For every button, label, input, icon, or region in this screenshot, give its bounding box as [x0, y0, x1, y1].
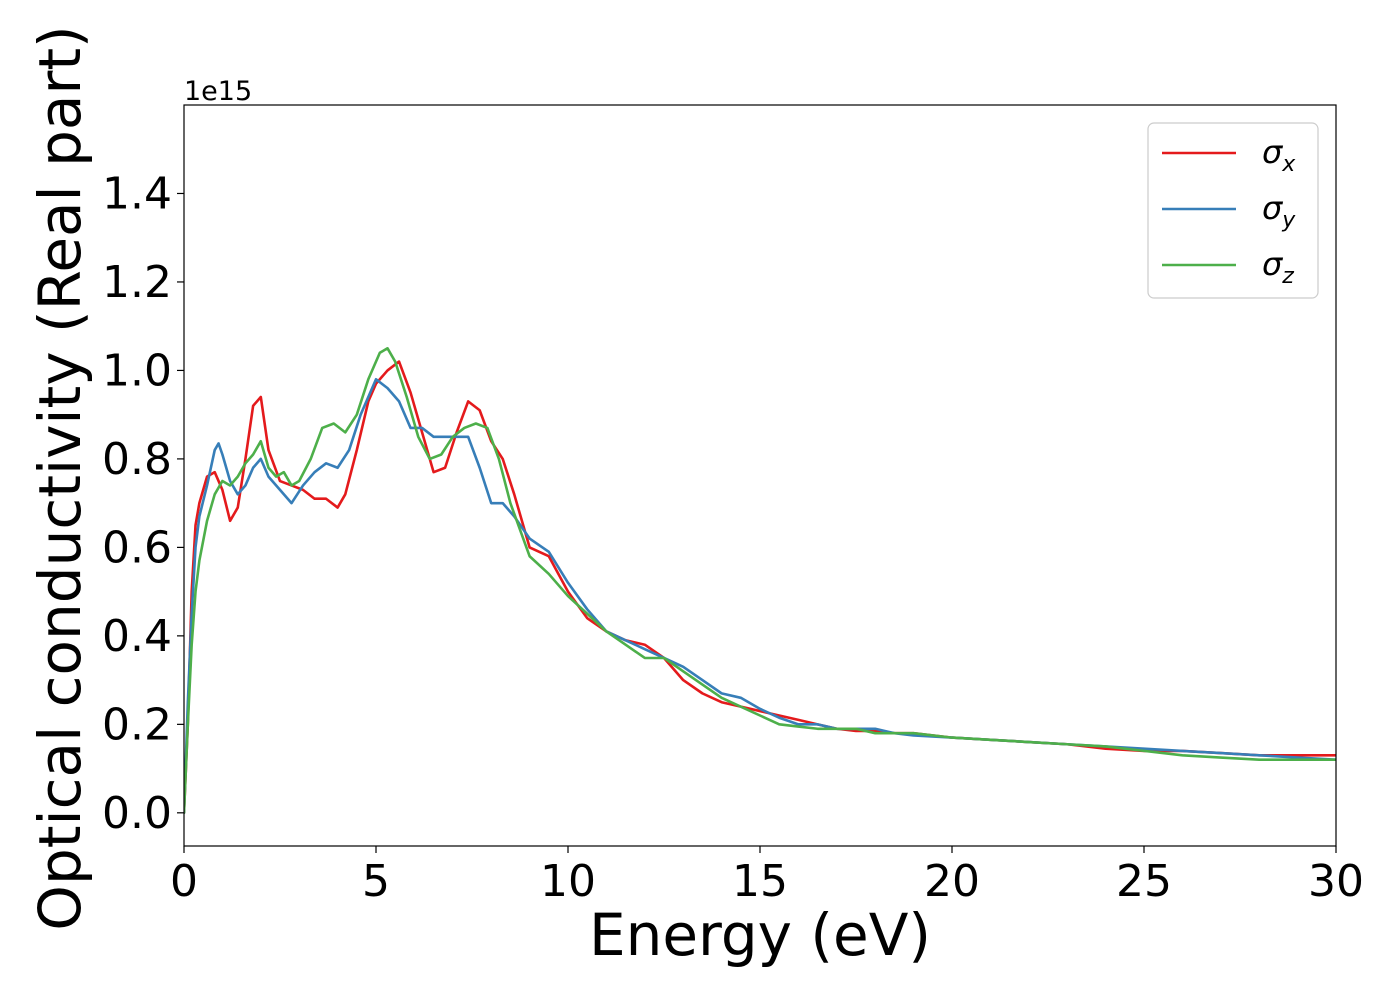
- y-axis-ticks: 0.0 0.2 0.4 0.6 0.8 1.0 1.2 1.4: [102, 168, 184, 839]
- legend-label-sigma-x: σx: [1262, 133, 1296, 177]
- x-tick-label: 0: [170, 856, 198, 907]
- legend-items: σx σy σz: [1162, 133, 1296, 289]
- y-offset-label: 1e15: [184, 76, 252, 107]
- y-tick-label: 0.6: [102, 522, 172, 573]
- legend: σx σy σz: [1147, 122, 1319, 299]
- x-tick-label: 20: [924, 856, 980, 907]
- y-tick-label: 1.2: [102, 257, 172, 308]
- x-tick-label: 30: [1308, 856, 1364, 907]
- series-lines: [184, 347, 1336, 815]
- y-axis-title: Optical conductivity (Real part): [26, 25, 94, 930]
- y-tick-label: 0.2: [102, 699, 172, 750]
- x-tick-label: 25: [1116, 856, 1172, 907]
- y-tick-label: 1.4: [102, 168, 172, 219]
- legend-label-sigma-y: σy: [1262, 189, 1296, 233]
- x-tick-label: 10: [540, 856, 596, 907]
- series-line-sigma-y: [184, 377, 1336, 815]
- y-tick-label: 0.8: [102, 434, 172, 485]
- legend-box: [1147, 122, 1319, 299]
- x-axis-title: Energy (eV): [589, 901, 931, 969]
- series-line-sigma-z: [184, 347, 1336, 815]
- y-tick-label: 0.0: [102, 788, 172, 839]
- y-tick-label: 0.4: [102, 611, 172, 662]
- x-tick-label: 5: [362, 856, 390, 907]
- legend-label-sigma-z: σz: [1262, 245, 1294, 289]
- x-tick-label: 15: [732, 856, 788, 907]
- y-tick-label: 1.0: [102, 345, 172, 396]
- x-axis-ticks: 0 5 10 15 20 25 30: [170, 846, 1364, 907]
